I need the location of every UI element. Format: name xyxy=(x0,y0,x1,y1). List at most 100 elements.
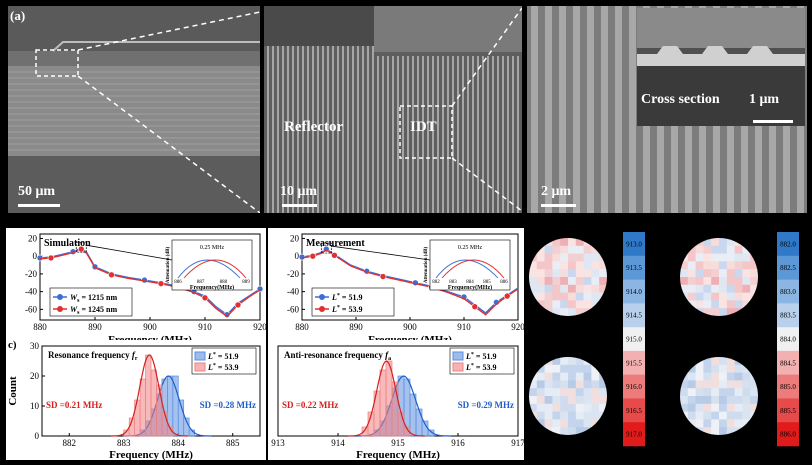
colorbar-fr-cell xyxy=(777,398,799,423)
series-marker xyxy=(234,301,242,309)
wafer-cell xyxy=(719,396,728,405)
wafer-cell xyxy=(687,238,697,247)
wafer-cell xyxy=(599,396,607,405)
wafer-cell xyxy=(560,372,569,381)
wafer-cell xyxy=(568,380,577,389)
colorbar-fa-label: 915.0 xyxy=(626,336,642,344)
sem-overview-graphic xyxy=(8,6,260,213)
wafer-cell xyxy=(599,292,607,301)
wafer-cell xyxy=(726,427,736,435)
wafer-cell xyxy=(742,396,751,405)
wafer-cell xyxy=(680,411,689,420)
wafer-cell xyxy=(560,277,569,286)
wafer-cell xyxy=(529,419,538,428)
wafer-cell xyxy=(560,261,569,270)
wafer-cell xyxy=(544,245,553,255)
inset-frame xyxy=(171,239,253,291)
wafer-cell xyxy=(575,261,585,270)
wafer-cell xyxy=(742,427,751,435)
wafer-cell xyxy=(687,300,697,309)
wafer-cell xyxy=(536,300,546,309)
wafer-cell xyxy=(583,364,592,374)
wafer-cell xyxy=(734,253,743,262)
wafer-cell xyxy=(703,419,712,428)
histogram-bar xyxy=(397,411,405,437)
sd-label-red: SD =0.22 MHz xyxy=(282,400,338,410)
wafer-cell xyxy=(583,277,592,286)
inset-frame xyxy=(429,239,511,291)
wafer-cell xyxy=(719,300,728,309)
y-tick-label: 20 xyxy=(28,233,38,243)
series-line-1 xyxy=(301,249,519,316)
wafer-cell xyxy=(591,357,600,366)
x-tick-label: 890 xyxy=(349,322,363,332)
inset-cross-section-label: Cross section xyxy=(641,92,720,107)
inset-x-tick-label: 882 xyxy=(432,280,440,285)
wafer-cell xyxy=(719,380,728,389)
wafer-cell xyxy=(719,292,728,301)
wafer-cell xyxy=(711,245,720,255)
wafer-cell xyxy=(703,396,712,405)
sem-image-overview: (a) 50 μm xyxy=(8,6,260,213)
wafer-cell xyxy=(703,284,712,294)
wafer-cell xyxy=(734,277,743,286)
wafer-cell xyxy=(750,300,758,309)
wafer-cell xyxy=(742,292,751,301)
histogram-bar xyxy=(139,378,146,437)
wafer-cell xyxy=(568,419,577,428)
wafer-cell xyxy=(750,308,758,316)
wafer-cell xyxy=(575,364,585,374)
wafer-cell xyxy=(695,292,704,301)
wafer-cell xyxy=(680,419,689,428)
wafer-cell xyxy=(687,364,697,374)
x-tick-label: 883 xyxy=(117,438,131,448)
wafer-cell xyxy=(703,238,712,247)
wafer-cell xyxy=(591,269,600,278)
y-tick-label: 0 xyxy=(35,431,40,441)
wafer-cell xyxy=(742,253,751,262)
wafer-cell xyxy=(719,269,728,278)
scale-label-2um: 2 μm xyxy=(541,184,572,199)
y-tick-label: -20 xyxy=(25,269,37,279)
wafer-cell xyxy=(734,269,743,278)
wafer-cell xyxy=(726,261,736,270)
wafer-cell xyxy=(680,380,689,389)
wafer-cell xyxy=(536,411,546,420)
inset-x-tick-label: 884 xyxy=(466,280,474,285)
wafer-cell xyxy=(568,238,577,247)
wafer-cell xyxy=(583,427,592,435)
wafer-cell xyxy=(568,245,577,255)
wafer-cell xyxy=(687,427,697,435)
wafer-cell xyxy=(583,357,592,366)
wafer-cell xyxy=(726,388,736,397)
wafer-cell xyxy=(583,292,592,301)
wafer-cell xyxy=(734,396,743,405)
wafer-cell xyxy=(734,372,743,381)
wafer-cell xyxy=(529,396,538,405)
wafer-cell xyxy=(687,388,697,397)
peak-pointer-arrow xyxy=(331,245,431,261)
wafer-cell xyxy=(591,419,600,428)
wafer-cell xyxy=(568,396,577,405)
wafer-cell xyxy=(680,427,689,435)
wafer-cell xyxy=(536,245,546,255)
panel-label-c: c) xyxy=(8,340,17,351)
wafer-cell xyxy=(560,292,569,301)
wafer-cell xyxy=(695,357,704,366)
wafer-cell xyxy=(687,245,697,255)
wafer-cell xyxy=(575,284,585,294)
wafer-cell xyxy=(591,284,600,294)
wafer-cell xyxy=(575,292,585,301)
wafer-cell xyxy=(544,427,553,435)
chart-annotation: Simulation xyxy=(44,238,91,249)
wafer-cell xyxy=(711,300,720,309)
wafer-cell xyxy=(734,238,743,247)
wafer-cell xyxy=(703,427,712,435)
chart-antiresonance-histogram: 913 914 915 916 917 Frequency (MHz) Anti-reson… xyxy=(268,340,525,461)
wafer-cell xyxy=(560,269,569,278)
chart-resonance-histogram-svg: 882 883 884 885 0 10 20 30 Count c) Frequency (MHz… xyxy=(7,339,261,461)
colorbar-fr-label: 882.5 xyxy=(780,264,796,272)
y-tick-label: -60 xyxy=(25,304,37,314)
legend-label: L* = 51.9 xyxy=(331,293,362,302)
